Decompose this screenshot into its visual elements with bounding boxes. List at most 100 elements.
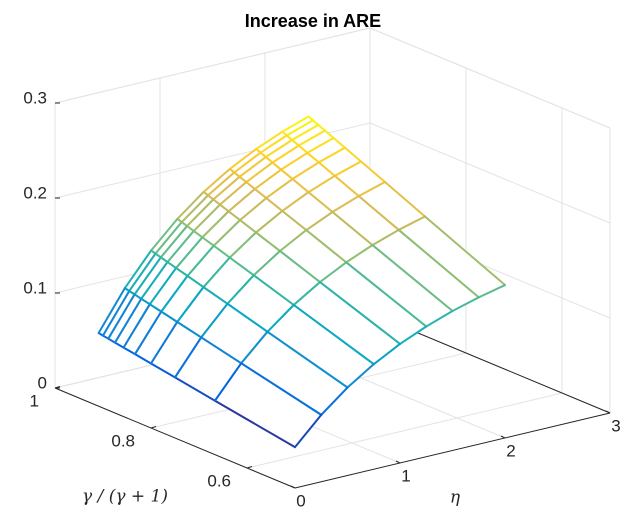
mesh-edge	[240, 330, 269, 365]
mesh-face	[176, 237, 214, 276]
mesh-face	[358, 182, 425, 230]
mesh-edge	[317, 161, 336, 177]
mesh-edge	[291, 178, 310, 194]
x-axis-label: γ / (γ + 1)	[82, 487, 168, 507]
mesh-face	[155, 222, 188, 258]
x-tick-label: 0.8	[111, 431, 135, 450]
mesh-face	[265, 139, 299, 163]
mesh-face	[229, 149, 261, 173]
mesh-face	[124, 250, 156, 292]
mesh-face	[98, 288, 130, 336]
mesh-edge	[357, 195, 400, 231]
mesh-face	[246, 162, 282, 190]
mesh-face	[202, 211, 241, 246]
mesh-edge	[259, 151, 267, 159]
mesh-edge	[180, 221, 189, 228]
tick-mark	[246, 466, 253, 469]
mesh-face	[372, 229, 479, 312]
mesh-edge	[297, 144, 309, 154]
mesh-edge	[280, 168, 294, 181]
mesh-edge	[219, 203, 230, 213]
chart-title: Increase in ARE	[245, 11, 381, 31]
mesh-edge	[307, 174, 336, 194]
mesh-edge	[265, 178, 294, 200]
mesh-edge	[357, 181, 386, 198]
tick-mark	[290, 485, 296, 489]
mesh-face	[253, 251, 320, 305]
tick-mark	[395, 460, 401, 464]
mesh-edge	[102, 334, 110, 340]
mesh-edge	[259, 134, 288, 154]
mesh-edge	[192, 230, 204, 239]
y-axis-label: η	[450, 488, 461, 508]
mesh-edge	[201, 210, 230, 239]
mesh-edge	[148, 267, 178, 306]
mesh-edge	[372, 342, 401, 366]
mesh-edge	[213, 399, 296, 449]
z-tick-label: 0	[38, 373, 47, 392]
mesh-edge	[281, 115, 310, 133]
mesh-edge	[294, 413, 323, 449]
mesh-face	[319, 262, 427, 344]
grid-line	[369, 122, 611, 224]
mesh-edge	[360, 160, 386, 184]
mesh-edge	[397, 228, 480, 299]
tick-mark	[500, 435, 506, 439]
mesh-face	[115, 298, 150, 348]
mesh-edge	[253, 188, 268, 200]
mesh-edge	[200, 302, 229, 339]
mesh-edge	[384, 181, 426, 218]
mesh-edge	[186, 244, 215, 277]
mesh-edge	[397, 215, 426, 231]
mesh-edge	[238, 156, 267, 178]
mesh-edge	[266, 304, 295, 333]
mesh-edge	[133, 256, 162, 296]
mesh-edge	[175, 267, 189, 277]
mesh-edge	[371, 228, 400, 247]
axis-box	[54, 27, 371, 104]
mesh-face	[151, 322, 202, 378]
mesh-face	[280, 230, 347, 283]
mesh-face	[318, 147, 361, 176]
mesh-edge	[227, 210, 242, 222]
mesh-edge	[122, 346, 137, 356]
axis-box	[369, 27, 611, 129]
x-tick-label: 0.6	[207, 471, 231, 490]
mesh-edge	[202, 167, 231, 193]
tick-mark	[54, 386, 61, 389]
mesh-edge	[174, 336, 203, 379]
mesh-edge	[159, 225, 189, 259]
mesh-edge	[292, 281, 321, 306]
mesh-edge	[133, 293, 143, 300]
mesh-face	[149, 268, 188, 312]
mesh-edge	[226, 302, 269, 333]
mesh-edge	[114, 341, 125, 349]
mesh-edge	[451, 296, 480, 313]
mesh-edge	[245, 181, 256, 191]
x-tick-label: 1	[30, 391, 39, 410]
mesh-edge	[252, 274, 295, 306]
mesh-edge	[344, 146, 362, 163]
mesh-edge	[279, 229, 308, 253]
mesh-edge	[477, 284, 506, 299]
mesh-face	[292, 124, 325, 146]
mesh-edge	[233, 171, 241, 178]
mesh-edge	[212, 244, 231, 259]
mesh-edge	[186, 225, 195, 233]
mesh-edge	[176, 286, 205, 323]
mesh-face	[108, 294, 142, 343]
mesh-edge	[219, 181, 248, 206]
mesh-face	[239, 157, 273, 183]
mesh-edge	[292, 304, 375, 366]
mesh-face	[398, 216, 505, 298]
mesh-edge	[285, 119, 314, 137]
mesh-edge	[212, 175, 241, 201]
mesh-edge	[271, 161, 283, 171]
mesh-edge	[305, 211, 334, 232]
mesh-edge	[307, 191, 334, 214]
mesh-edge	[228, 256, 255, 277]
mesh-edge	[123, 249, 153, 290]
mesh-edge	[255, 231, 281, 253]
mesh-edge	[345, 244, 374, 264]
